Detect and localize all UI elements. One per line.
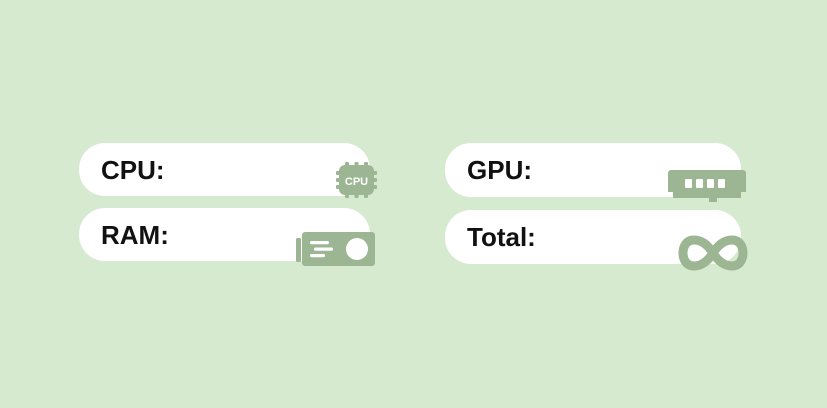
memory-module-icon	[668, 170, 746, 204]
cpu-usage-card: CPU:	[79, 143, 370, 196]
cpu-label: CPU:	[101, 154, 165, 185]
total-label: Total:	[467, 222, 536, 252]
gpu-label: GPU:	[467, 155, 532, 185]
ram-label: RAM:	[101, 219, 169, 250]
cpu-chip-icon: CPU	[336, 162, 377, 198]
cpu-icon-text: CPU	[345, 176, 368, 188]
infinity-icon	[678, 235, 748, 271]
graphics-card-icon	[296, 230, 376, 268]
